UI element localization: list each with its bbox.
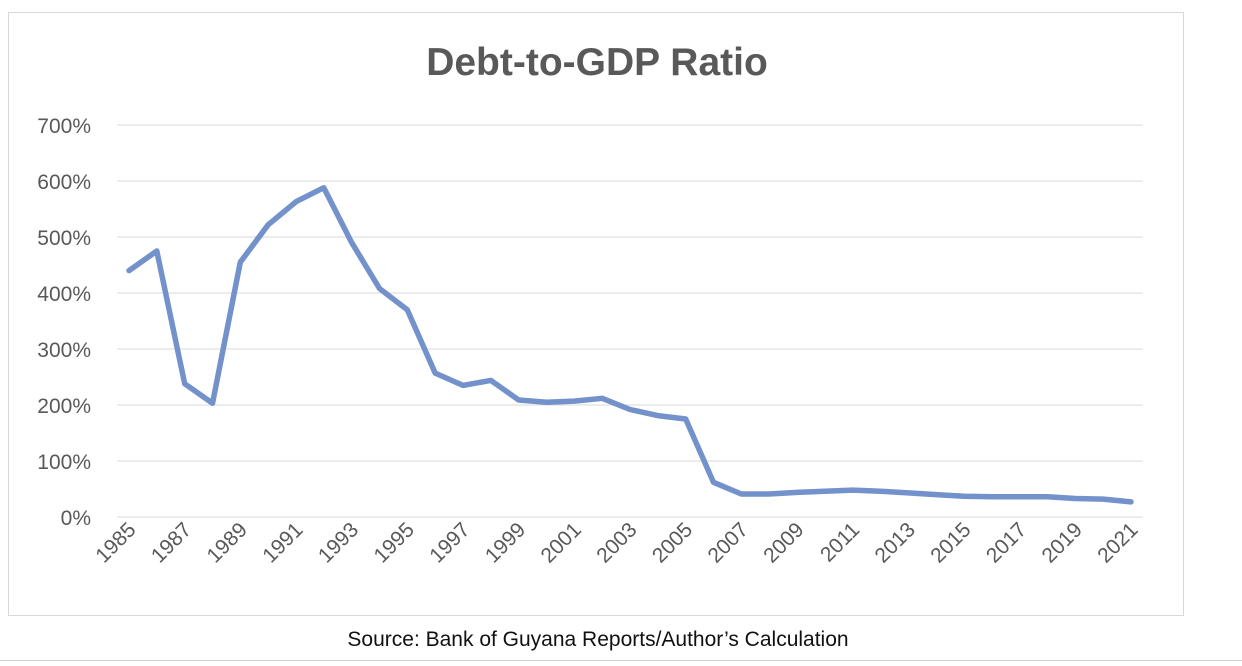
x-tick-label: 2015 <box>926 518 975 567</box>
y-tick-label: 700% <box>37 115 91 138</box>
x-tick-label: 2007 <box>704 518 753 567</box>
x-tick-label: 2013 <box>871 518 920 567</box>
debt-to-gdp-chart: Debt-to-GDP Ratio 0% 100% 200% 300% 400% 500%… <box>37 41 1143 568</box>
y-tick-label: 600% <box>37 171 91 194</box>
x-tick-label: 2009 <box>759 518 808 567</box>
y-tick-label: 300% <box>37 339 91 362</box>
series-line <box>126 184 1134 505</box>
gridlines <box>117 124 1143 518</box>
x-tick-label: 2003 <box>592 518 641 567</box>
divider <box>0 660 1242 661</box>
y-tick-label: 0% <box>61 507 91 530</box>
y-tick-label: 200% <box>37 395 91 418</box>
series-layer <box>126 184 1134 505</box>
x-tick-label: 1985 <box>91 518 140 567</box>
y-axis-ticks: 0% 100% 200% 300% 400% 500% 600% 700% <box>37 115 91 530</box>
x-tick-label: 1989 <box>203 518 252 567</box>
x-tick-label: 1987 <box>147 518 196 567</box>
y-tick-label: 500% <box>37 227 91 250</box>
x-tick-label: 2017 <box>982 518 1031 567</box>
chart-frame: Debt-to-GDP Ratio 0% 100% 200% 300% 400% 500%… <box>8 12 1184 616</box>
x-axis-ticks: 1985 1987 1989 1991 1993 1995 1997 1999 2001 2003… <box>91 518 1142 567</box>
y-tick-label: 400% <box>37 283 91 306</box>
y-tick-label: 100% <box>37 451 91 474</box>
x-tick-label: 2001 <box>537 518 586 567</box>
x-tick-label: 1999 <box>481 518 530 567</box>
x-tick-label: 2005 <box>648 518 697 567</box>
x-tick-label: 2019 <box>1038 518 1087 567</box>
x-tick-label: 1993 <box>314 518 363 567</box>
chart-title: Debt-to-GDP Ratio <box>426 41 768 84</box>
source-note: Source: Bank of Guyana Reports/Author’s … <box>347 628 849 651</box>
x-tick-label: 2021 <box>1093 518 1142 567</box>
x-tick-label: 1991 <box>258 518 307 567</box>
x-tick-label: 2011 <box>816 518 864 566</box>
x-tick-label: 1995 <box>370 518 419 567</box>
x-tick-label: 1997 <box>425 518 474 567</box>
